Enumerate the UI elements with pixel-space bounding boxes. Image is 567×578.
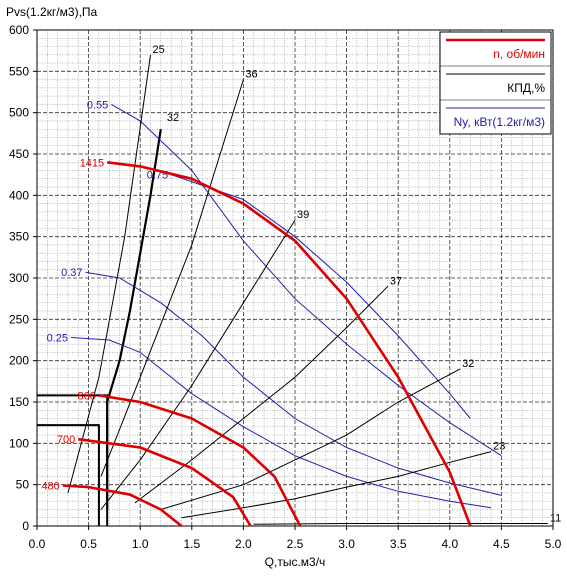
x-tick-label: 4.5 (493, 537, 510, 551)
speed-curve-label: 860 (78, 390, 96, 402)
y-tick-label: 500 (9, 106, 29, 120)
y-tick-label: 200 (9, 354, 29, 368)
limit-box-line (37, 424, 100, 526)
speed-curve (98, 394, 302, 527)
speed-curve-label: 700 (57, 434, 75, 446)
limit-curve-label: 32 (167, 112, 179, 124)
efficiency-line (100, 219, 296, 510)
y-axis-label: Pvs(1.2кг/м3),Па (6, 5, 98, 19)
legend-label: n, об/мин (493, 47, 545, 61)
speed-curve (78, 437, 252, 527)
efficiency-line-label: 23 (493, 441, 505, 453)
axes: 0.0 0.5 1.0 1.5 2.0 2.5 3.0 3.5 4.0 4.5 5.0 0 50 100 1… (6, 5, 562, 569)
power-curve-label: 0.37 (61, 267, 82, 279)
x-tick-label: 3.5 (390, 537, 407, 551)
power-curve-label: 0.55 (87, 99, 108, 111)
y-tick-label: 50 (16, 478, 30, 492)
x-tick-label: 2.0 (235, 537, 252, 551)
x-tick-label: 1.0 (132, 537, 149, 551)
x-tick-label: 3.0 (338, 537, 355, 551)
efficiency-line-label: 11 (550, 513, 561, 525)
power-curve (171, 174, 471, 419)
speed-curves: 1415 860 700 480 (41, 157, 472, 528)
power-curve (71, 337, 492, 509)
power-curve (111, 103, 502, 457)
speed-curve (107, 161, 472, 527)
efficiency-line (134, 285, 389, 504)
y-tick-label: 0 (22, 519, 29, 533)
y-tick-label: 450 (9, 147, 29, 161)
x-tick-label: 4.0 (441, 537, 458, 551)
x-tick-label: 2.5 (287, 537, 304, 551)
limit-boxes: 32 (37, 112, 179, 526)
efficiency-line (100, 79, 244, 477)
efficiency-line-label: 37 (390, 275, 402, 287)
x-axis-label: Q,тыс.м3/ч (265, 555, 326, 569)
speed-curve-label: 480 (41, 480, 59, 492)
power-curve-label: 0.25 (47, 333, 68, 345)
y-tick-label: 250 (9, 312, 29, 326)
legend-label: КПД,% (507, 81, 545, 95)
efficiency-line-label: 36 (245, 69, 257, 81)
efficiency-line-label: 25 (153, 44, 165, 56)
x-tick-label: 0.5 (80, 537, 97, 551)
legend: n, об/мин КПД,% Ny, кВт(1.2кг/м3) (439, 31, 552, 135)
x-tick-label: 5.0 (545, 537, 562, 551)
efficiency-line (181, 451, 492, 519)
speed-curve (62, 484, 183, 528)
y-tick-label: 100 (9, 436, 29, 450)
y-tick-label: 350 (9, 230, 29, 244)
power-curves: 0.550.750.370.25 (47, 99, 502, 509)
efficiency-lines: 25 36 39 37 32 23 11 (67, 44, 561, 525)
y-tick-label: 300 (9, 271, 29, 285)
legend-box (439, 31, 552, 135)
y-tick-label: 550 (9, 64, 29, 78)
efficiency-line-label: 39 (297, 209, 309, 221)
y-tick-label: 150 (9, 395, 29, 409)
y-tick-label: 400 (9, 188, 29, 202)
legend-label: Ny, кВт(1.2кг/м3) (454, 115, 545, 129)
y-tick-label: 600 (9, 23, 29, 37)
x-tick-label: 1.5 (183, 537, 200, 551)
efficiency-line-label: 32 (462, 358, 474, 370)
speed-curve-label: 1415 (80, 157, 104, 169)
efficiency-line (67, 54, 151, 494)
limit-curve (106, 129, 162, 510)
x-tick-label: 0.0 (29, 537, 46, 551)
